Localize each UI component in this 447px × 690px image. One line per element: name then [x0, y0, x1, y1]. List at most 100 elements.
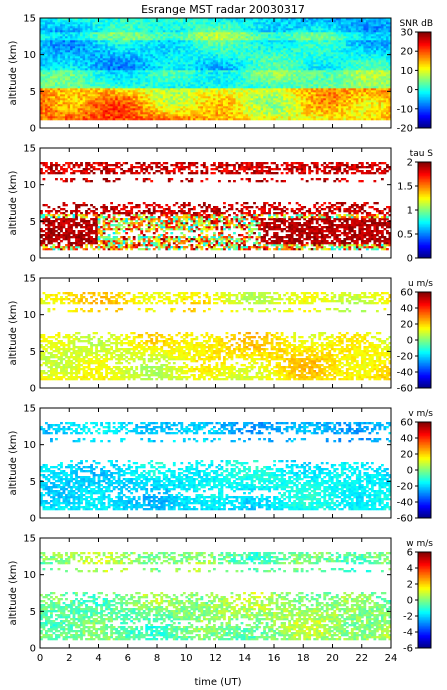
heatmap-cell — [55, 34, 58, 36]
heatmap-cell — [223, 22, 226, 24]
heatmap-cell — [58, 110, 61, 112]
heatmap-cell — [108, 70, 111, 72]
heatmap-cell — [168, 34, 171, 36]
heatmap-cell — [271, 60, 274, 62]
heatmap-cell — [43, 76, 46, 78]
heatmap-cell — [208, 118, 211, 120]
heatmap-cell — [221, 118, 224, 120]
heatmap-cell — [53, 36, 56, 38]
heatmap-cell — [45, 88, 48, 90]
heatmap-cell — [218, 30, 221, 32]
heatmap-cell — [65, 20, 68, 22]
heatmap-cell — [150, 110, 153, 112]
heatmap-cell — [155, 116, 158, 118]
heatmap-cell — [226, 56, 229, 58]
heatmap-cell — [70, 36, 73, 38]
heatmap-cell — [123, 114, 126, 116]
heatmap-cell — [165, 52, 168, 54]
heatmap-cell — [218, 24, 221, 26]
heatmap-cell — [43, 88, 46, 90]
heatmap-cell — [231, 78, 234, 80]
heatmap-cell — [98, 26, 101, 28]
heatmap-cell — [258, 78, 261, 80]
heatmap-cell — [150, 78, 153, 80]
heatmap-cell — [125, 100, 128, 102]
heatmap-cell — [271, 58, 274, 60]
heatmap-cell — [80, 112, 83, 114]
heatmap-cell — [118, 106, 121, 108]
heatmap-cell — [115, 28, 118, 30]
heatmap-cell — [233, 62, 236, 64]
heatmap-cell — [88, 46, 91, 48]
heatmap-cell — [53, 100, 56, 102]
heatmap-cell — [113, 110, 116, 112]
heatmap-cell — [135, 96, 138, 98]
heatmap-cell — [90, 32, 93, 34]
heatmap-cell — [93, 50, 96, 52]
heatmap-cell — [175, 76, 178, 78]
heatmap-cell — [263, 74, 266, 76]
heatmap-cell — [180, 102, 183, 104]
heatmap-cell — [153, 48, 156, 50]
heatmap-cell — [223, 40, 226, 42]
heatmap-cell — [228, 106, 231, 108]
heatmap-cell — [160, 100, 163, 102]
heatmap-cell — [256, 68, 259, 70]
heatmap-cell — [266, 100, 269, 102]
heatmap-cell — [218, 116, 221, 118]
heatmap-cell — [258, 28, 261, 30]
heatmap-cell — [45, 116, 48, 118]
heatmap-cell — [185, 106, 188, 108]
heatmap-cell — [213, 82, 216, 84]
heatmap-cell — [188, 44, 191, 46]
heatmap-cell — [246, 56, 249, 58]
heatmap-cell — [173, 88, 176, 90]
heatmap-cell — [115, 96, 118, 98]
heatmap-cell — [238, 92, 241, 94]
heatmap-cell — [210, 54, 213, 56]
heatmap-cell — [138, 26, 141, 28]
heatmap-cell — [60, 98, 63, 100]
heatmap-cell — [163, 88, 166, 90]
heatmap-cell — [271, 32, 274, 34]
heatmap-cell — [83, 28, 86, 30]
heatmap-cell — [223, 92, 226, 94]
heatmap-cell — [168, 92, 171, 94]
heatmap-cell — [233, 100, 236, 102]
heatmap-cell — [113, 112, 116, 114]
heatmap-cell — [175, 100, 178, 102]
heatmap-cell — [48, 70, 51, 72]
heatmap-cell — [128, 36, 131, 38]
heatmap-cell — [185, 58, 188, 60]
heatmap-cell — [150, 96, 153, 98]
heatmap-cell — [273, 22, 276, 24]
heatmap-cell — [155, 52, 158, 54]
heatmap-cell — [73, 98, 76, 100]
heatmap-cell — [233, 76, 236, 78]
heatmap-cell — [63, 100, 66, 102]
heatmap-cell — [208, 52, 211, 54]
heatmap-cell — [226, 94, 229, 96]
heatmap-cell — [145, 34, 148, 36]
heatmap-cell — [170, 110, 173, 112]
heatmap-cell — [278, 26, 281, 28]
heatmap-cell — [90, 82, 93, 84]
heatmap-cell — [43, 108, 46, 110]
heatmap-cell — [273, 32, 276, 34]
heatmap-cell — [65, 74, 68, 76]
heatmap-cell — [216, 30, 219, 32]
heatmap-cell — [248, 38, 251, 40]
heatmap-cell — [253, 54, 256, 56]
heatmap-cell — [226, 66, 229, 68]
heatmap-cell — [145, 92, 148, 94]
heatmap-cell — [256, 30, 259, 32]
heatmap-cell — [221, 42, 224, 44]
heatmap-cell — [85, 28, 88, 30]
heatmap-cell — [281, 22, 284, 24]
heatmap-cell — [190, 68, 193, 70]
heatmap-cell — [268, 26, 271, 28]
heatmap-cell — [80, 22, 83, 24]
heatmap-cell — [103, 22, 106, 24]
heatmap-cell — [258, 96, 261, 98]
heatmap-cell — [216, 82, 219, 84]
